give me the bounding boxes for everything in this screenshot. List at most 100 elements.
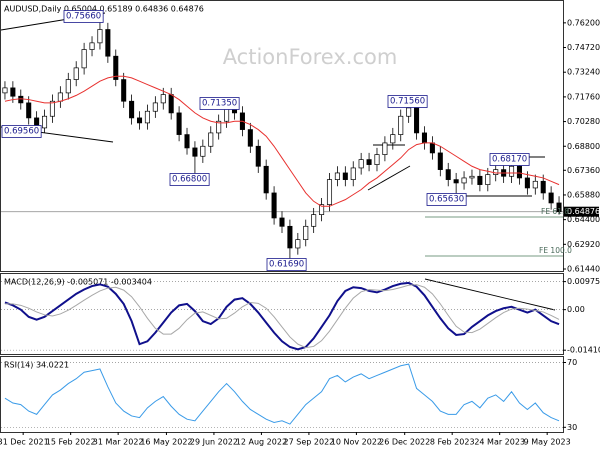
x-tick-label: 8 Feb 2023: [430, 438, 475, 447]
series-line: [4, 284, 560, 349]
annotation: 0.65630: [429, 195, 464, 205]
candle-body: [73, 67, 79, 80]
x-tick-label: 12 Aug 2022: [236, 438, 287, 447]
annotation-box: [489, 153, 530, 166]
panel-title: RSI(14) 34.0221: [4, 361, 69, 370]
rsi-panel: [0, 356, 564, 433]
y-tick-label: 30: [567, 423, 577, 432]
candle-body: [200, 145, 206, 157]
y-tick-label: 0.71760: [567, 92, 600, 101]
x-tick-label: 31 Dec 2021: [0, 438, 49, 447]
candle-body: [26, 102, 32, 119]
candle-body: [136, 117, 143, 124]
panel-title: MACD(12,26,9) -0.005071 -0.003404: [4, 278, 152, 287]
candle-body: [429, 142, 435, 154]
candle-body: [247, 129, 253, 147]
candle-body: [184, 134, 190, 149]
candle-body: [461, 177, 467, 184]
candle-body: [216, 120, 222, 134]
candle-body: [271, 192, 277, 219]
candle-body: [509, 165, 515, 177]
candle-body: [342, 172, 348, 180]
candle-body: [279, 217, 285, 227]
candle-body: [326, 179, 333, 205]
annotation: FE 100.0: [539, 246, 572, 255]
y-tick-label: 0.64400: [567, 215, 600, 224]
candle-body: [382, 142, 388, 155]
annotation-box: [426, 193, 467, 206]
candle-body: [540, 180, 546, 194]
price-tag-label: 0.64876: [567, 207, 600, 216]
macd-trend-line: [424, 278, 556, 311]
candle-body: [295, 239, 301, 249]
y-tick-label: 0.00: [567, 305, 585, 314]
candle-body: [445, 169, 451, 180]
y-tick-label: 0.74720: [567, 43, 600, 52]
candle-body: [334, 172, 340, 180]
candle-body: [192, 147, 198, 157]
annotation: 0.75660: [66, 12, 101, 22]
candle-body: [105, 29, 111, 57]
x-tick-label: 24 Mar 2023: [474, 438, 525, 447]
annotation: 0.61690: [269, 260, 304, 270]
candle-body: [556, 202, 562, 213]
candle-body: [10, 87, 16, 97]
candle-body: [121, 79, 127, 102]
candle-body: [516, 165, 522, 179]
candle-body: [477, 175, 483, 185]
candle-body: [49, 100, 55, 117]
y-tick-label: 70: [567, 358, 577, 367]
y-tick-label: 0.70280: [567, 117, 600, 126]
candle-body: [144, 110, 150, 124]
candle-body: [42, 115, 48, 129]
y-tick-label: 0.67360: [567, 166, 600, 175]
annotation: 0.71350: [202, 99, 237, 109]
candle-body: [421, 132, 428, 144]
candle-body: [89, 42, 95, 50]
candle-body: [358, 159, 364, 169]
y-tick-label: 0.73240: [567, 68, 600, 77]
candle-body: [57, 92, 63, 102]
candle-body: [208, 132, 214, 147]
current-price-tag: 0.64876: [564, 206, 600, 217]
annotation: 0.71560: [390, 97, 425, 107]
series-line: [4, 281, 560, 351]
candle-body: [366, 159, 372, 165]
candle-body: [303, 225, 309, 240]
panel-title: AUDUSD,Daily 0.65004 0.65189 0.64836 0.6…: [4, 5, 204, 14]
price-tag-box: [564, 206, 599, 217]
annotation: 0.68170: [492, 155, 527, 165]
candle-body: [287, 225, 293, 249]
candle-body: [524, 177, 530, 189]
candle-body: [453, 179, 459, 184]
candle-body: [255, 145, 261, 167]
x-tick-label: 29 Jun 2022: [190, 438, 238, 447]
series-line: [4, 75, 560, 207]
candle-body: [406, 107, 412, 117]
candle-body: [469, 175, 475, 179]
candle-body: [437, 152, 443, 170]
y-tick-label: 0.009751: [567, 277, 600, 286]
candle-body: [168, 94, 174, 114]
candle-body: [390, 134, 396, 144]
candle-body: [18, 95, 24, 104]
annotation: FE 61.8: [541, 207, 569, 216]
candle-body: [152, 102, 158, 112]
x-tick-label: 10 Nov 2022: [331, 438, 382, 447]
candle-body: [160, 94, 166, 104]
trend-line: [367, 165, 411, 191]
candle-body: [2, 87, 8, 94]
annotation-box: [63, 10, 104, 23]
candle-body: [176, 112, 182, 135]
x-tick-label: 27 Sep 2022: [284, 438, 335, 447]
watermark: ActionForex.com: [223, 45, 398, 69]
candle-body: [414, 107, 420, 134]
series-line: [4, 363, 560, 425]
x-tick-label: 31 Mar 2022: [93, 438, 144, 447]
candle-body: [113, 55, 119, 80]
annotation-box: [199, 97, 240, 110]
candle-body: [398, 115, 404, 135]
y-tick-label: 0.68800: [567, 142, 600, 151]
candle-body: [81, 49, 87, 69]
